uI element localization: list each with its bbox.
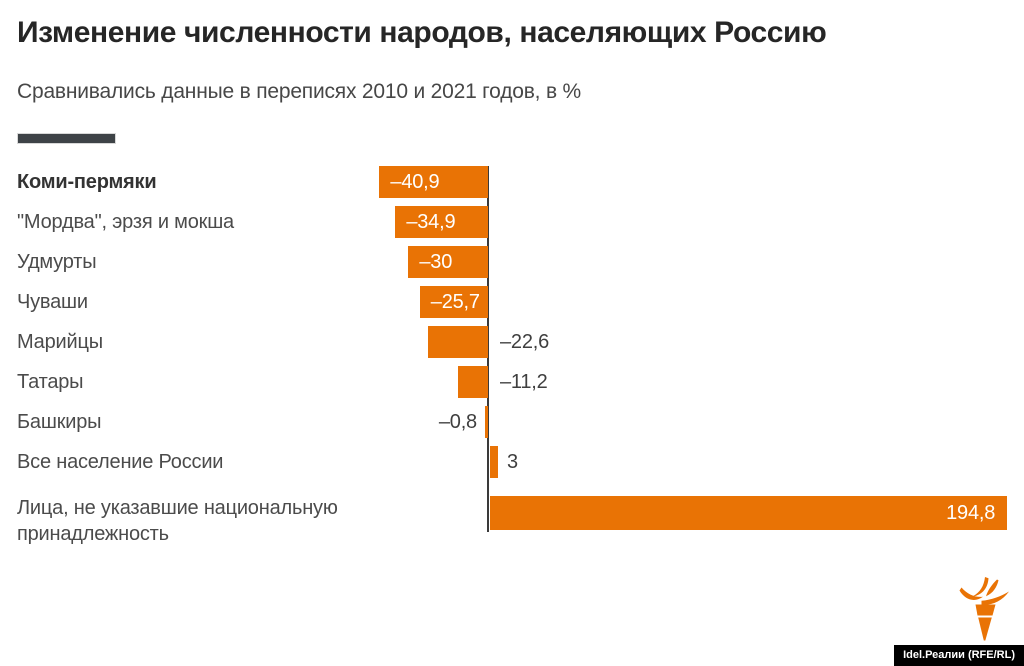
category-label: Чуваши	[17, 291, 88, 313]
attribution-badge: Idel.Реалии (RFE/RL)	[894, 645, 1024, 666]
chart-row: Удмурты –30	[0, 242, 1024, 282]
chart-title: Изменение численности народов, населяющи…	[17, 16, 827, 49]
legend-swatch	[17, 133, 116, 144]
category-label: "Мордва", эрзя и мокша	[17, 211, 234, 233]
chart-row: Чуваши –25,7	[0, 282, 1024, 322]
chart-row: Все население России 3	[0, 442, 1024, 482]
attribution-text: Idel.Реалии (RFE/RL)	[903, 649, 1015, 661]
rferl-torch-logo	[957, 577, 1009, 641]
zero-axis-line	[487, 166, 489, 532]
chart-row: Марийцы –22,6	[0, 322, 1024, 362]
bar: –30	[408, 246, 488, 278]
bar: –34,9	[395, 206, 488, 238]
value-label: –0,8	[438, 410, 477, 433]
bar: 194,8	[490, 496, 1008, 530]
value-label: 3	[506, 450, 518, 473]
category-label: Все население России	[17, 451, 224, 473]
value-label: –11,2	[500, 370, 548, 393]
bar-chart: Коми-пермяки –40,9 "Мордва", эрзя и мокша –…	[0, 162, 1024, 566]
value-label: 194,8	[946, 501, 996, 524]
value-label: –34,9	[406, 210, 456, 233]
chart-row: "Мордва", эрзя и мокша –34,9	[0, 202, 1024, 242]
bar	[458, 366, 488, 398]
bar	[490, 446, 498, 478]
value-label: –25,7	[430, 290, 480, 313]
chart-subtitle: Сравнивались данные в переписях 2010 и 2…	[17, 80, 582, 103]
chart-row: Коми-пермяки –40,9	[0, 162, 1024, 202]
category-label: Башкиры	[17, 411, 102, 433]
chart-row: Лица, не указавшие национальную принадле…	[0, 482, 1024, 560]
value-label: –22,6	[500, 330, 550, 353]
category-label: Марийцы	[17, 331, 103, 353]
category-label: Коми-пермяки	[17, 171, 157, 193]
value-label: –40,9	[390, 170, 440, 193]
bar: –25,7	[419, 286, 488, 318]
bar	[427, 326, 488, 358]
chart-row: Башкиры –0,8	[0, 402, 1024, 442]
value-label: –30	[419, 250, 453, 273]
category-label: Удмурты	[17, 251, 97, 273]
bar: –40,9	[379, 166, 488, 198]
category-label: Лица, не указавшие национальную принадле…	[17, 497, 338, 545]
chart-row: Татары –11,2	[0, 362, 1024, 402]
bar	[485, 406, 488, 438]
category-label: Татары	[17, 371, 84, 393]
